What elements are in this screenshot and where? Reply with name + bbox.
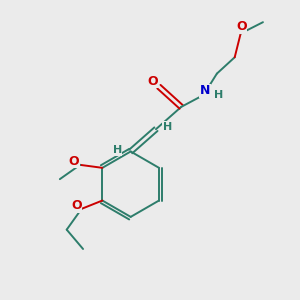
Text: N: N <box>200 84 211 98</box>
Text: H: H <box>113 145 122 155</box>
Text: O: O <box>147 75 158 88</box>
Text: H: H <box>163 122 172 132</box>
Text: O: O <box>69 155 80 168</box>
Text: O: O <box>236 20 247 34</box>
Text: H: H <box>214 90 223 100</box>
Text: O: O <box>71 200 82 212</box>
